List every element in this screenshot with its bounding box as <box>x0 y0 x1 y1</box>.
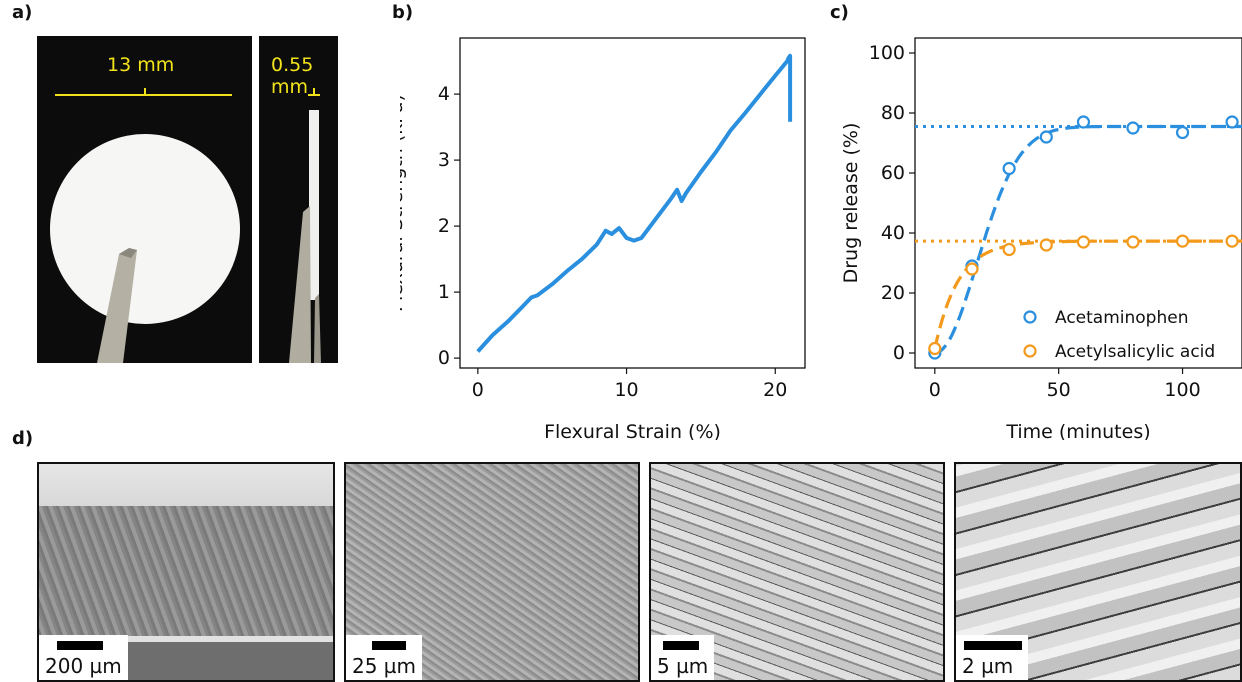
disk-photo-graphic <box>50 88 240 363</box>
release-ytick-label-5: 100 <box>869 42 905 64</box>
legend-acetaminophen-marker <box>1023 310 1037 324</box>
release-xtick-label-2: 100 <box>1164 379 1200 401</box>
scalebar-2: 25 µm <box>346 635 423 680</box>
scalebar-4: 2 µm <box>956 635 1028 680</box>
acetylsalicylic-point-3 <box>1039 238 1053 252</box>
acetaminophen-fit-curve <box>934 124 1242 355</box>
release-ytick-label-1: 20 <box>881 282 905 304</box>
flex-xtick-label-0: 0 <box>472 379 484 401</box>
release-xlabel: Time (minutes) <box>1005 421 1150 440</box>
sem-image-2: 25 µm <box>344 462 640 682</box>
flex-ytick-label-2: 2 <box>438 215 450 237</box>
release-frame <box>914 37 1242 369</box>
acetylsalicylic-point-2 <box>1002 242 1016 257</box>
sem-image-1: 200 µm <box>37 462 335 682</box>
acetaminophen-point-5 <box>1126 121 1140 135</box>
thickness-photo-graphic <box>289 88 321 363</box>
release-xtick-label-1: 50 <box>1047 379 1071 401</box>
release-ytick-label-3: 60 <box>881 162 905 184</box>
flex-ytick-label-4: 4 <box>438 83 450 105</box>
thickness-photo: 0.55 mm <box>259 36 338 363</box>
acetylsalicylic-fit-curve <box>933 239 1242 349</box>
flex-ytick-label-3: 3 <box>438 149 450 171</box>
acetylsalicylic-point-7 <box>1225 234 1239 248</box>
legend-acetylsalicylic-marker <box>1023 344 1037 358</box>
legend-acetaminophen-label: Acetaminophen <box>1055 308 1188 328</box>
panel-label-d: d) <box>12 428 34 449</box>
acetaminophen-point-3 <box>1039 130 1053 144</box>
acetaminophen-point-6 <box>1175 125 1190 140</box>
sem-image-4: 2 µm <box>954 462 1242 682</box>
acetylsalicylic-point-5 <box>1126 235 1140 249</box>
flex-ytick-label-0: 0 <box>438 347 450 369</box>
scalebar-3: 5 µm <box>651 635 715 680</box>
flex-ylabel: Flexural Strength (kPa) <box>400 94 407 312</box>
scalebar-label-4: 2 µm <box>962 654 1014 678</box>
scalebar-label-1: 200 µm <box>45 654 122 678</box>
acetaminophen-point-7 <box>1225 115 1239 129</box>
release-ytick-label-4: 80 <box>881 102 905 124</box>
flex-xlabel: Flexural Strain (%) <box>544 421 721 440</box>
acetylsalicylic-point-4 <box>1076 235 1091 249</box>
release-xtick-label-0: 0 <box>929 379 941 401</box>
acetylsalicylic-point-0 <box>928 341 942 356</box>
scalebar-1: 200 µm <box>39 635 128 680</box>
flex-xtick-label-2: 20 <box>763 379 787 401</box>
panel-label-c: c) <box>830 2 849 23</box>
acetaminophen-point-2 <box>1002 161 1016 176</box>
release-ytick-label-0: 0 <box>893 342 905 364</box>
disk-diameter-label: 13 mm <box>107 54 175 76</box>
acetaminophen-point-4 <box>1076 115 1091 129</box>
thickness-label: 0.55 mm <box>271 54 314 98</box>
flex-frame <box>459 37 806 369</box>
flexural-chart: 0 10 20 0 1 2 3 4 Flexural Strain (%) Flexural St… <box>400 37 806 440</box>
panel-label-b: b) <box>392 2 414 23</box>
disk-photo: 13 mm <box>37 36 252 363</box>
scalebar-label-3: 5 µm <box>657 654 709 678</box>
flexural-curve <box>476 53 793 353</box>
scalebar-label-2: 25 µm <box>352 654 417 678</box>
flex-ytick-label-1: 1 <box>438 281 450 303</box>
legend-acetylsalicylic-label: Acetylsalicylic acid <box>1055 342 1215 362</box>
release-ylabel: Drug release (%) <box>840 123 862 284</box>
acetylsalicylic-point-6 <box>1175 234 1190 248</box>
flex-xtick-label-1: 10 <box>614 379 638 401</box>
panel-label-a: a) <box>12 2 33 23</box>
release-ytick-label-2: 40 <box>881 222 905 244</box>
sem-image-3: 5 µm <box>649 462 945 682</box>
acetylsalicylic-point-1 <box>965 262 979 276</box>
drug-release-chart: 0 50 100 0 20 40 60 80 100 Time (minutes) Drug rel… <box>840 37 1242 440</box>
